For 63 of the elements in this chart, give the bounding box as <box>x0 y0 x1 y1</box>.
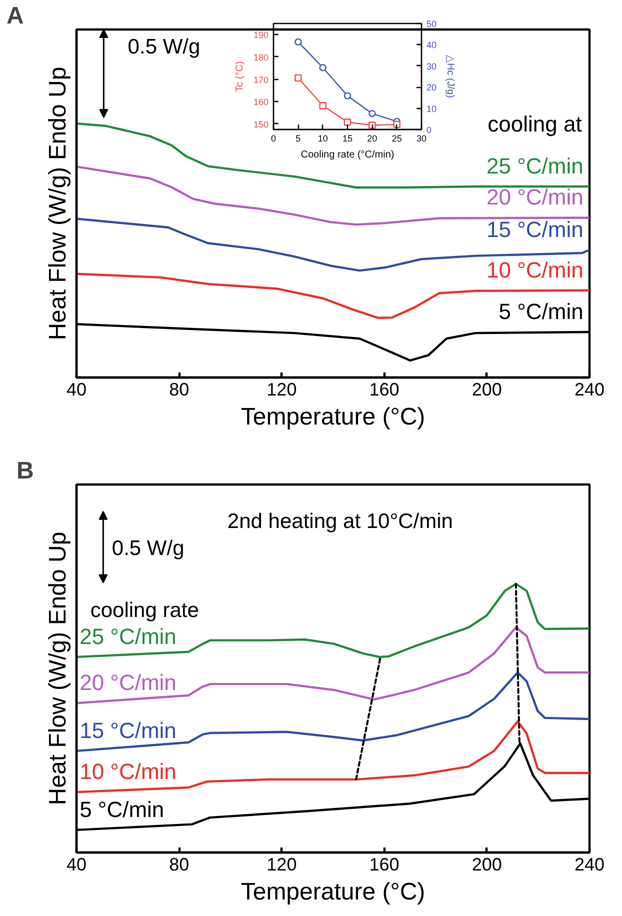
x-tick-label: 20 <box>367 134 378 144</box>
y2-tick-label: 10 <box>426 104 437 114</box>
point <box>344 92 352 100</box>
series-label: 5 °C/min <box>498 299 584 324</box>
y2-tick-label: 40 <box>426 40 437 50</box>
x-axis-title: Temperature (°C) <box>240 878 426 906</box>
x-tick-label: 80 <box>169 380 190 400</box>
y2-tick-label: 30 <box>426 61 437 72</box>
chart-title: A <box>6 2 24 30</box>
series-label: 5 °C/min <box>80 796 164 822</box>
y2-tick-label: 20 <box>426 82 437 93</box>
series-label: 25 °C/min <box>80 624 176 649</box>
x-tick-label: 240 <box>574 380 605 400</box>
x-tick-label: 40 <box>66 854 87 874</box>
y2-axis-title: △Hc (J/g) <box>444 55 456 98</box>
x-axis-title: Temperature (°C) <box>240 404 426 430</box>
point <box>319 64 326 72</box>
point <box>319 102 326 110</box>
point <box>344 118 352 126</box>
x-tick-label: 120 <box>266 380 297 400</box>
x-tick-label: 240 <box>574 854 605 874</box>
x-tick-label: 25 <box>392 134 402 144</box>
x-tick-label: 160 <box>369 380 400 400</box>
y2-tick-label: 0 <box>426 125 432 135</box>
y2-tick-label: 50 <box>426 19 437 29</box>
point <box>393 120 400 128</box>
x-tick-label: 80 <box>169 854 190 874</box>
point <box>368 110 376 118</box>
text: 0.5 W/g <box>112 537 184 560</box>
series-label: 20 °C/min <box>80 670 176 696</box>
x-tick-label: 5 <box>296 134 301 144</box>
x-tick-label: 200 <box>472 380 502 400</box>
series-label: 20 °C/min <box>486 184 584 210</box>
series-label: 15 °C/min <box>486 216 584 242</box>
x-tick-label: 200 <box>472 854 502 874</box>
chart-title: B <box>16 458 34 484</box>
y-axis-title: Tc (°C) <box>234 61 246 92</box>
x-tick-label: 120 <box>266 854 297 874</box>
point <box>294 74 302 82</box>
y-tick-label: 170 <box>253 74 269 85</box>
x-tick-label: 15 <box>342 134 353 144</box>
point <box>368 122 376 129</box>
text: 2nd heating at 10°C/min <box>227 510 453 534</box>
series-label: 25 °C/min <box>486 153 584 178</box>
series-label: 10 °C/min <box>486 257 584 282</box>
x-tick-label: 30 <box>416 134 427 144</box>
x-axis-title: Cooling rate (°C/min) <box>300 150 394 160</box>
text: 0.5 W/g <box>128 35 200 58</box>
annotation: cooling at <box>488 112 582 137</box>
y-tick-label: 190 <box>253 30 269 40</box>
series-label: 15 °C/min <box>80 718 176 743</box>
x-tick-label: 160 <box>369 854 400 874</box>
point <box>294 38 302 46</box>
x-tick-label: 10 <box>318 134 328 144</box>
x-tick-label: 40 <box>66 380 87 400</box>
y-axis-title: Heat Flow (W/g) Endo Up <box>44 532 72 806</box>
y-tick-label: 160 <box>253 97 269 108</box>
x-tick-label: 0 <box>270 134 276 144</box>
y-tick-label: 150 <box>253 119 269 130</box>
series-label: 10 °C/min <box>80 759 176 784</box>
y-axis-title: Heat Flow (W/g) Endo Up <box>44 66 72 340</box>
y-tick-label: 180 <box>253 52 269 62</box>
annotation: cooling rate <box>90 598 199 622</box>
